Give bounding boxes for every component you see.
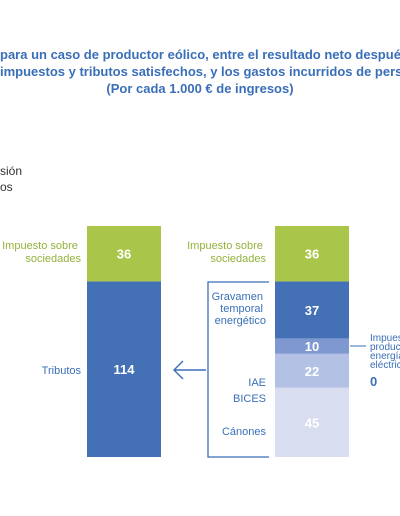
bar-1-segment-2 [87, 226, 161, 282]
bar-2-segment-4 [275, 338, 349, 354]
bar-1-value-1: 114 [114, 362, 136, 377]
chart-title: para un caso de productor eólico, entre … [0, 46, 400, 97]
gravamen-label-2: temporal [220, 303, 263, 315]
title-line-1: para un caso de productor eólico, entre … [0, 47, 400, 62]
bar-2-value-6: 36 [305, 247, 319, 262]
gravamen-label-3: energético [215, 315, 266, 327]
bar-2-value-3: 22 [305, 364, 319, 379]
bar-2-segment-3 [275, 353, 349, 388]
bar-2-segment-6 [275, 226, 349, 282]
bices-label: BICES [233, 393, 266, 405]
bar-2-segment-1 [275, 387, 349, 457]
svg-text:Gravamen temporal ener: Gravamen temporal energético [212, 291, 266, 327]
right-iss-label-1: Impuesto sobre [187, 240, 263, 252]
gravamen-label-1: Gravamen [212, 291, 263, 303]
ipee-label-2: producc [370, 342, 400, 353]
svg-text:Impuesto sobre sociedades: Impuesto sobre sociedades [2, 240, 81, 265]
ipee-value: 0 [370, 374, 377, 389]
left-iss-label-1: Impuesto sobre [2, 240, 78, 252]
bracket-line [207, 281, 269, 458]
ipee-label-4: eléctric [370, 360, 400, 371]
bar-1-value-2: 36 [117, 247, 131, 262]
svg-text:Impuesto sobre sociedades: Impuesto sobre sociedades [187, 240, 266, 265]
left-iss-label-2: sociedades [25, 253, 81, 265]
bar-1-segment-1 [87, 281, 161, 457]
title-line-3: (Por cada 1.000 € de ingresos) [106, 81, 294, 96]
bar-2-segment-5 [275, 281, 349, 339]
iae-label: IAE [248, 377, 266, 389]
bar-2-value-5: 37 [305, 303, 319, 318]
bar-2-value-1: 45 [305, 415, 319, 430]
legend-fragment-2: os [0, 180, 13, 194]
arrow-left-icon [173, 360, 206, 380]
svg-text:Impuest producc energí: Impuest producc energía eléctric [370, 333, 400, 371]
ipee-label-3: energía [370, 351, 400, 362]
right-iss-label-2: sociedades [210, 253, 266, 265]
title-line-2: impuestos y tributos satisfechos, y los … [0, 64, 400, 79]
canones-label: Cánones [222, 426, 267, 438]
legend-fragment-1: sión [0, 164, 23, 178]
left-tributos-label: Tributos [42, 365, 82, 377]
ipee-label-1: Impuest [370, 333, 400, 344]
bar-2-value-4: 10 [305, 339, 319, 354]
